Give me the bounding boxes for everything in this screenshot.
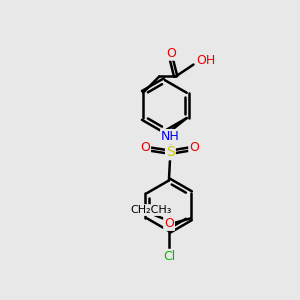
Text: OH: OH — [196, 54, 216, 67]
Text: CH₂CH₃: CH₂CH₃ — [130, 205, 171, 215]
Text: O: O — [140, 141, 150, 154]
Text: NH: NH — [161, 130, 180, 143]
Text: O: O — [189, 141, 199, 154]
Text: Cl: Cl — [163, 250, 175, 263]
Text: O: O — [166, 47, 176, 60]
Text: S: S — [166, 145, 175, 159]
Text: O: O — [164, 217, 174, 230]
